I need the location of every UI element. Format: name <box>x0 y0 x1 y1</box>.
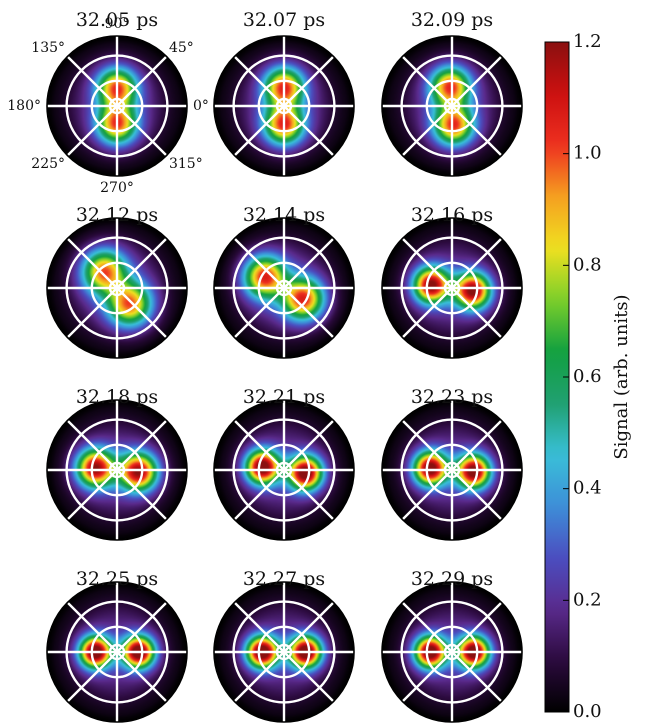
panel-title: 32.09 ps <box>411 9 493 31</box>
panel-title: 32.29 ps <box>411 568 493 590</box>
polar-panel: 32.16 ps <box>382 204 522 358</box>
polar-panel: 32.12 ps <box>47 204 187 358</box>
colorbar-tick-label: 1.0 <box>573 143 602 164</box>
panel-title: 32.21 ps <box>243 386 325 408</box>
polar-panel: 32.05 ps <box>47 9 187 176</box>
colorbar-tick-label: 0.8 <box>573 254 602 275</box>
angle-label: 270° <box>100 180 134 196</box>
panel-title: 32.27 ps <box>243 568 325 590</box>
angle-label: 225° <box>31 156 65 172</box>
panel-title: 32.18 ps <box>76 386 158 408</box>
angle-label: 180° <box>7 98 41 114</box>
polar-panel: 32.07 ps <box>214 9 354 176</box>
polar-panel: 32.18 ps <box>47 386 187 540</box>
colorbar-tick-label: 0.2 <box>573 589 602 610</box>
colorbar-tick-label: 0.6 <box>573 366 602 387</box>
angle-label: 45° <box>169 40 194 56</box>
angle-label: 315° <box>169 156 203 172</box>
polar-panel: 32.27 ps <box>214 568 354 722</box>
panel-title: 32.14 ps <box>243 204 325 226</box>
polar-panel: 32.21 ps <box>214 386 354 540</box>
angle-label: 0° <box>193 98 209 114</box>
polar-panel: 32.29 ps <box>382 568 522 722</box>
panel-title: 32.25 ps <box>76 568 158 590</box>
panel-title: 32.23 ps <box>411 386 493 408</box>
polar-panels: 32.05 ps 32.07 ps 32.09 ps 32.12 ps 32.14 ps… <box>47 9 522 722</box>
polar-panel: 32.25 ps <box>47 568 187 722</box>
colorbar-label: Signal (arb. units) <box>611 294 632 459</box>
angle-label: 135° <box>31 40 65 56</box>
colorbar-tick-label: 0.0 <box>573 701 602 722</box>
polar-panel: 32.14 ps <box>214 204 354 358</box>
polar-panel: 32.09 ps <box>382 9 522 176</box>
panel-title: 32.07 ps <box>243 9 325 31</box>
panel-title: 32.12 ps <box>76 204 158 226</box>
colorbar-tick-label: 0.4 <box>573 478 602 499</box>
angle-label: 90° <box>105 16 130 32</box>
colorbar-tick-label: 1.2 <box>573 31 602 52</box>
panel-title: 32.16 ps <box>411 204 493 226</box>
polar-panel: 32.23 ps <box>382 386 522 540</box>
colorbar: 0.0 0.2 0.4 0.6 0.8 1.0 1.2 Signal (arb. units) <box>545 31 632 722</box>
